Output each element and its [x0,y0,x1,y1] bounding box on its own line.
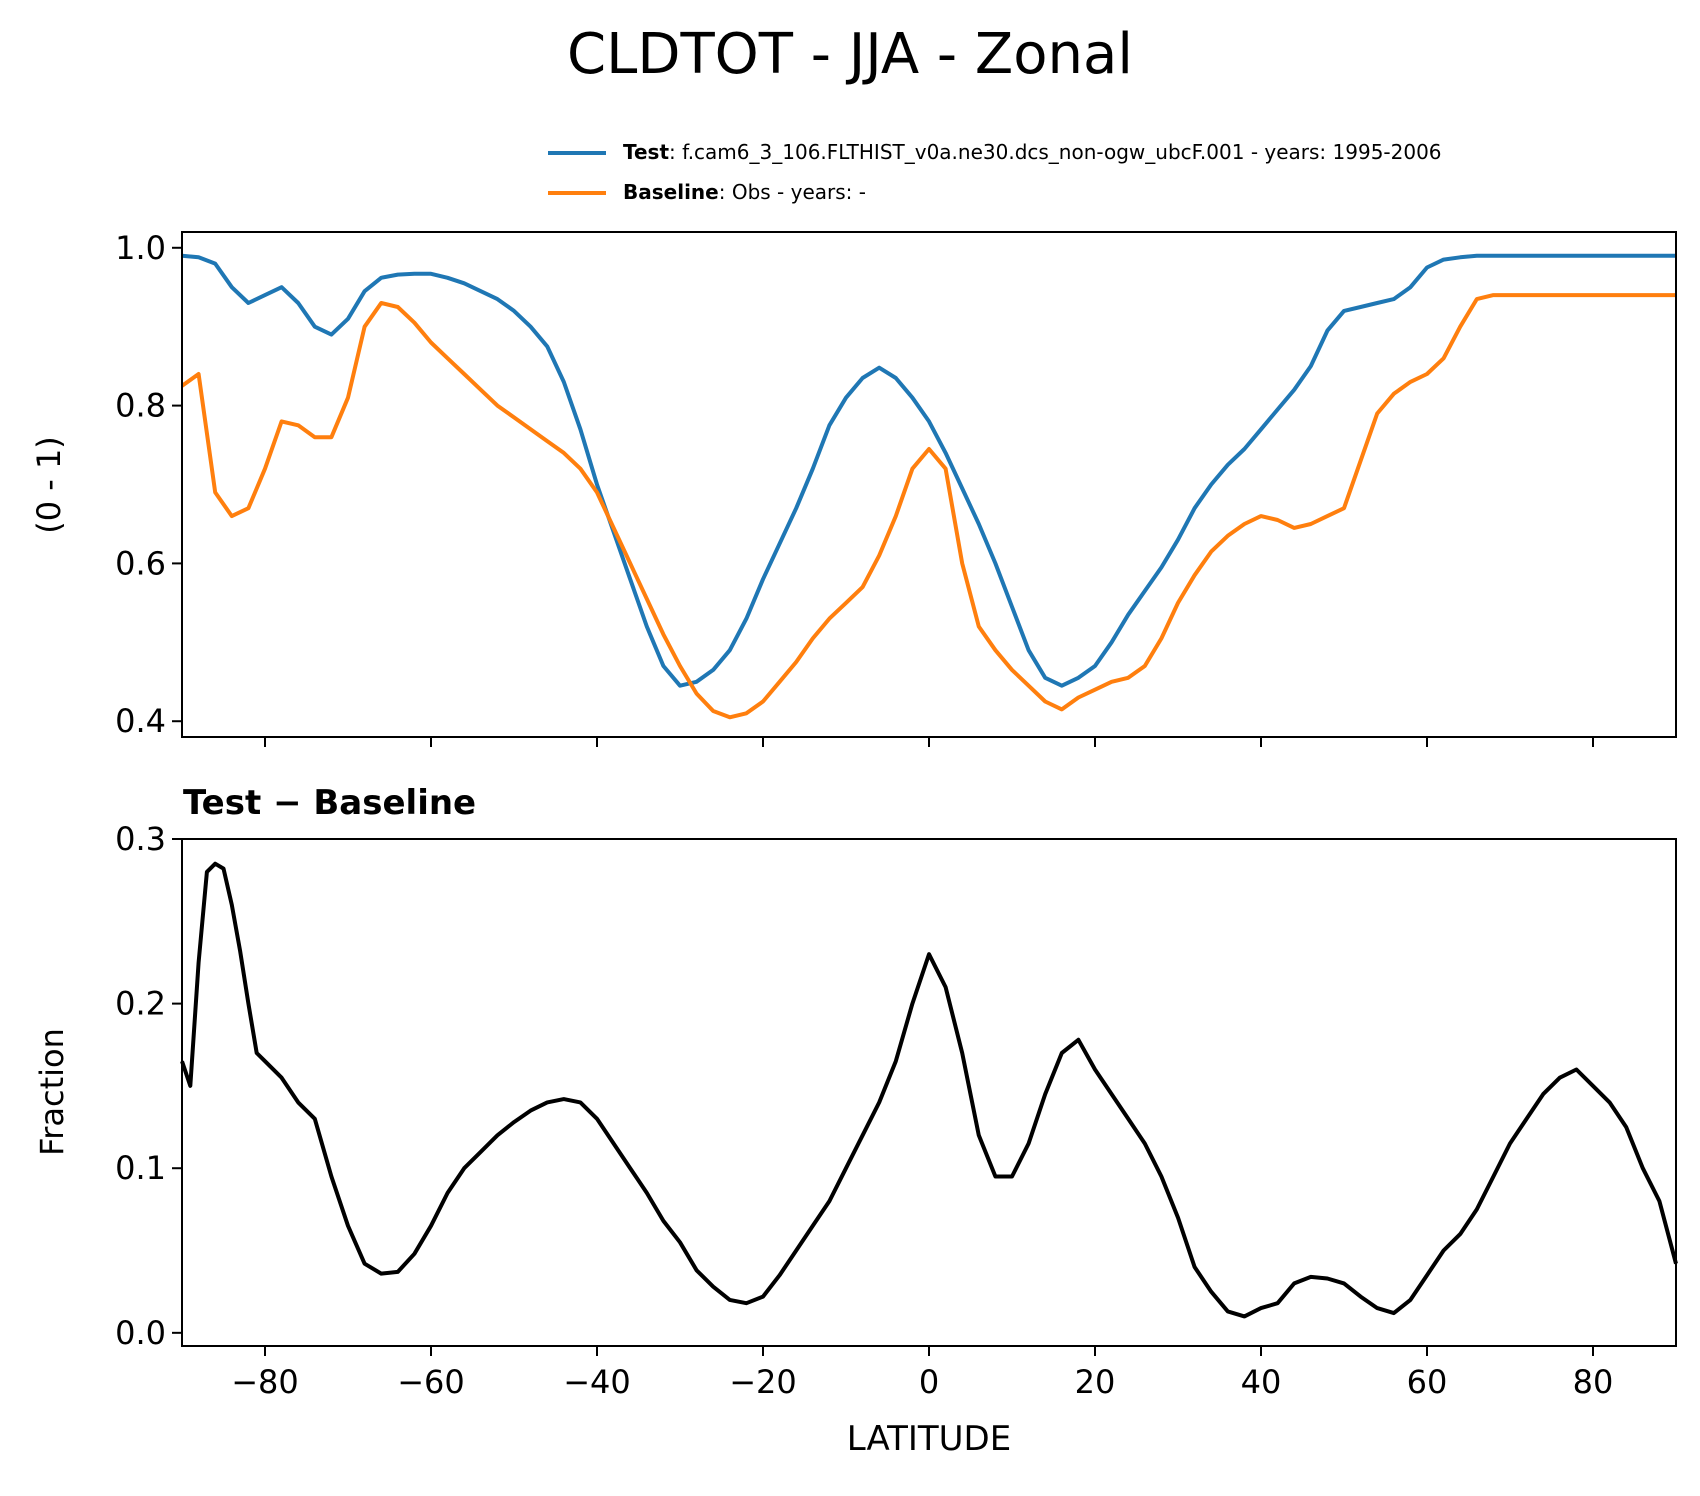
panel-zonal-mean-ticks: 0.4 0.6 0.8 1.0 [115,229,1594,747]
x-tick-label-8: 80 [1573,1363,1614,1401]
series-line-baseline [180,293,1676,720]
panel-difference-xlabel: LATITUDE [847,1419,1011,1459]
panel-zonal-mean-series [180,253,1676,720]
y-tick-label-0-1: 0.6 [115,544,166,582]
legend-label-test: Test [623,140,670,164]
x-tick-label-1: −60 [397,1363,465,1401]
x-tick-label-7: 60 [1407,1363,1448,1401]
x-tick-label-0: −80 [231,1363,299,1401]
series-line-test [181,253,1676,688]
x-tick-label-6: 40 [1241,1363,1282,1401]
x-tick-label-3: −20 [729,1363,797,1401]
panel-difference-ylabel: Fraction [33,1028,71,1156]
legend-text-baseline: : Obs - years: - [718,180,866,204]
panel-zonal-mean-ylabel: (0 - 1) [30,436,68,534]
panel-difference-frame [181,838,1677,1347]
series-line-test-baseline [180,861,1678,1319]
panel-zonal-mean-frame [181,231,1677,738]
panel-difference-title: Test − Baseline [183,783,476,823]
legend-label-baseline: Baseline [623,180,719,204]
figure-title: CLDTOT - JJA - Zonal [567,22,1133,87]
x-tick-label-2: −40 [563,1363,631,1401]
x-tick-label-4: 0 [919,1363,939,1401]
y-tick-label-1-1: 0.1 [115,1149,166,1187]
y-tick-label-0-3: 1.0 [115,229,166,267]
y-tick-label-0-0: 0.4 [115,702,166,740]
y-tick-label-0-2: 0.8 [115,387,166,425]
x-tick-label-5: 20 [1075,1363,1116,1401]
legend-swatch-test [548,151,606,155]
y-tick-label-1-3: 0.3 [115,820,166,858]
legend-text-test: : f.cam6_3_106.FLTHIST_v0a.ne30.dcs_non-… [669,140,1442,164]
y-tick-label-1-2: 0.2 [115,985,166,1023]
panel-difference: Test − Baseline 0.0 0.1 0.2 0.3 −80 −60 −40 −20… [33,783,1678,1459]
panel-difference-series [180,861,1678,1319]
panel-difference-ticks: 0.0 0.1 0.2 0.3 −80 −60 −40 −20 0 20 40 60 80 [115,820,1613,1401]
y-tick-label-1-0: 0.0 [115,1314,166,1352]
panel-zonal-mean: 0.4 0.6 0.8 1.0 (0 - 1) [30,229,1677,747]
legend-swatch-baseline [548,191,606,195]
